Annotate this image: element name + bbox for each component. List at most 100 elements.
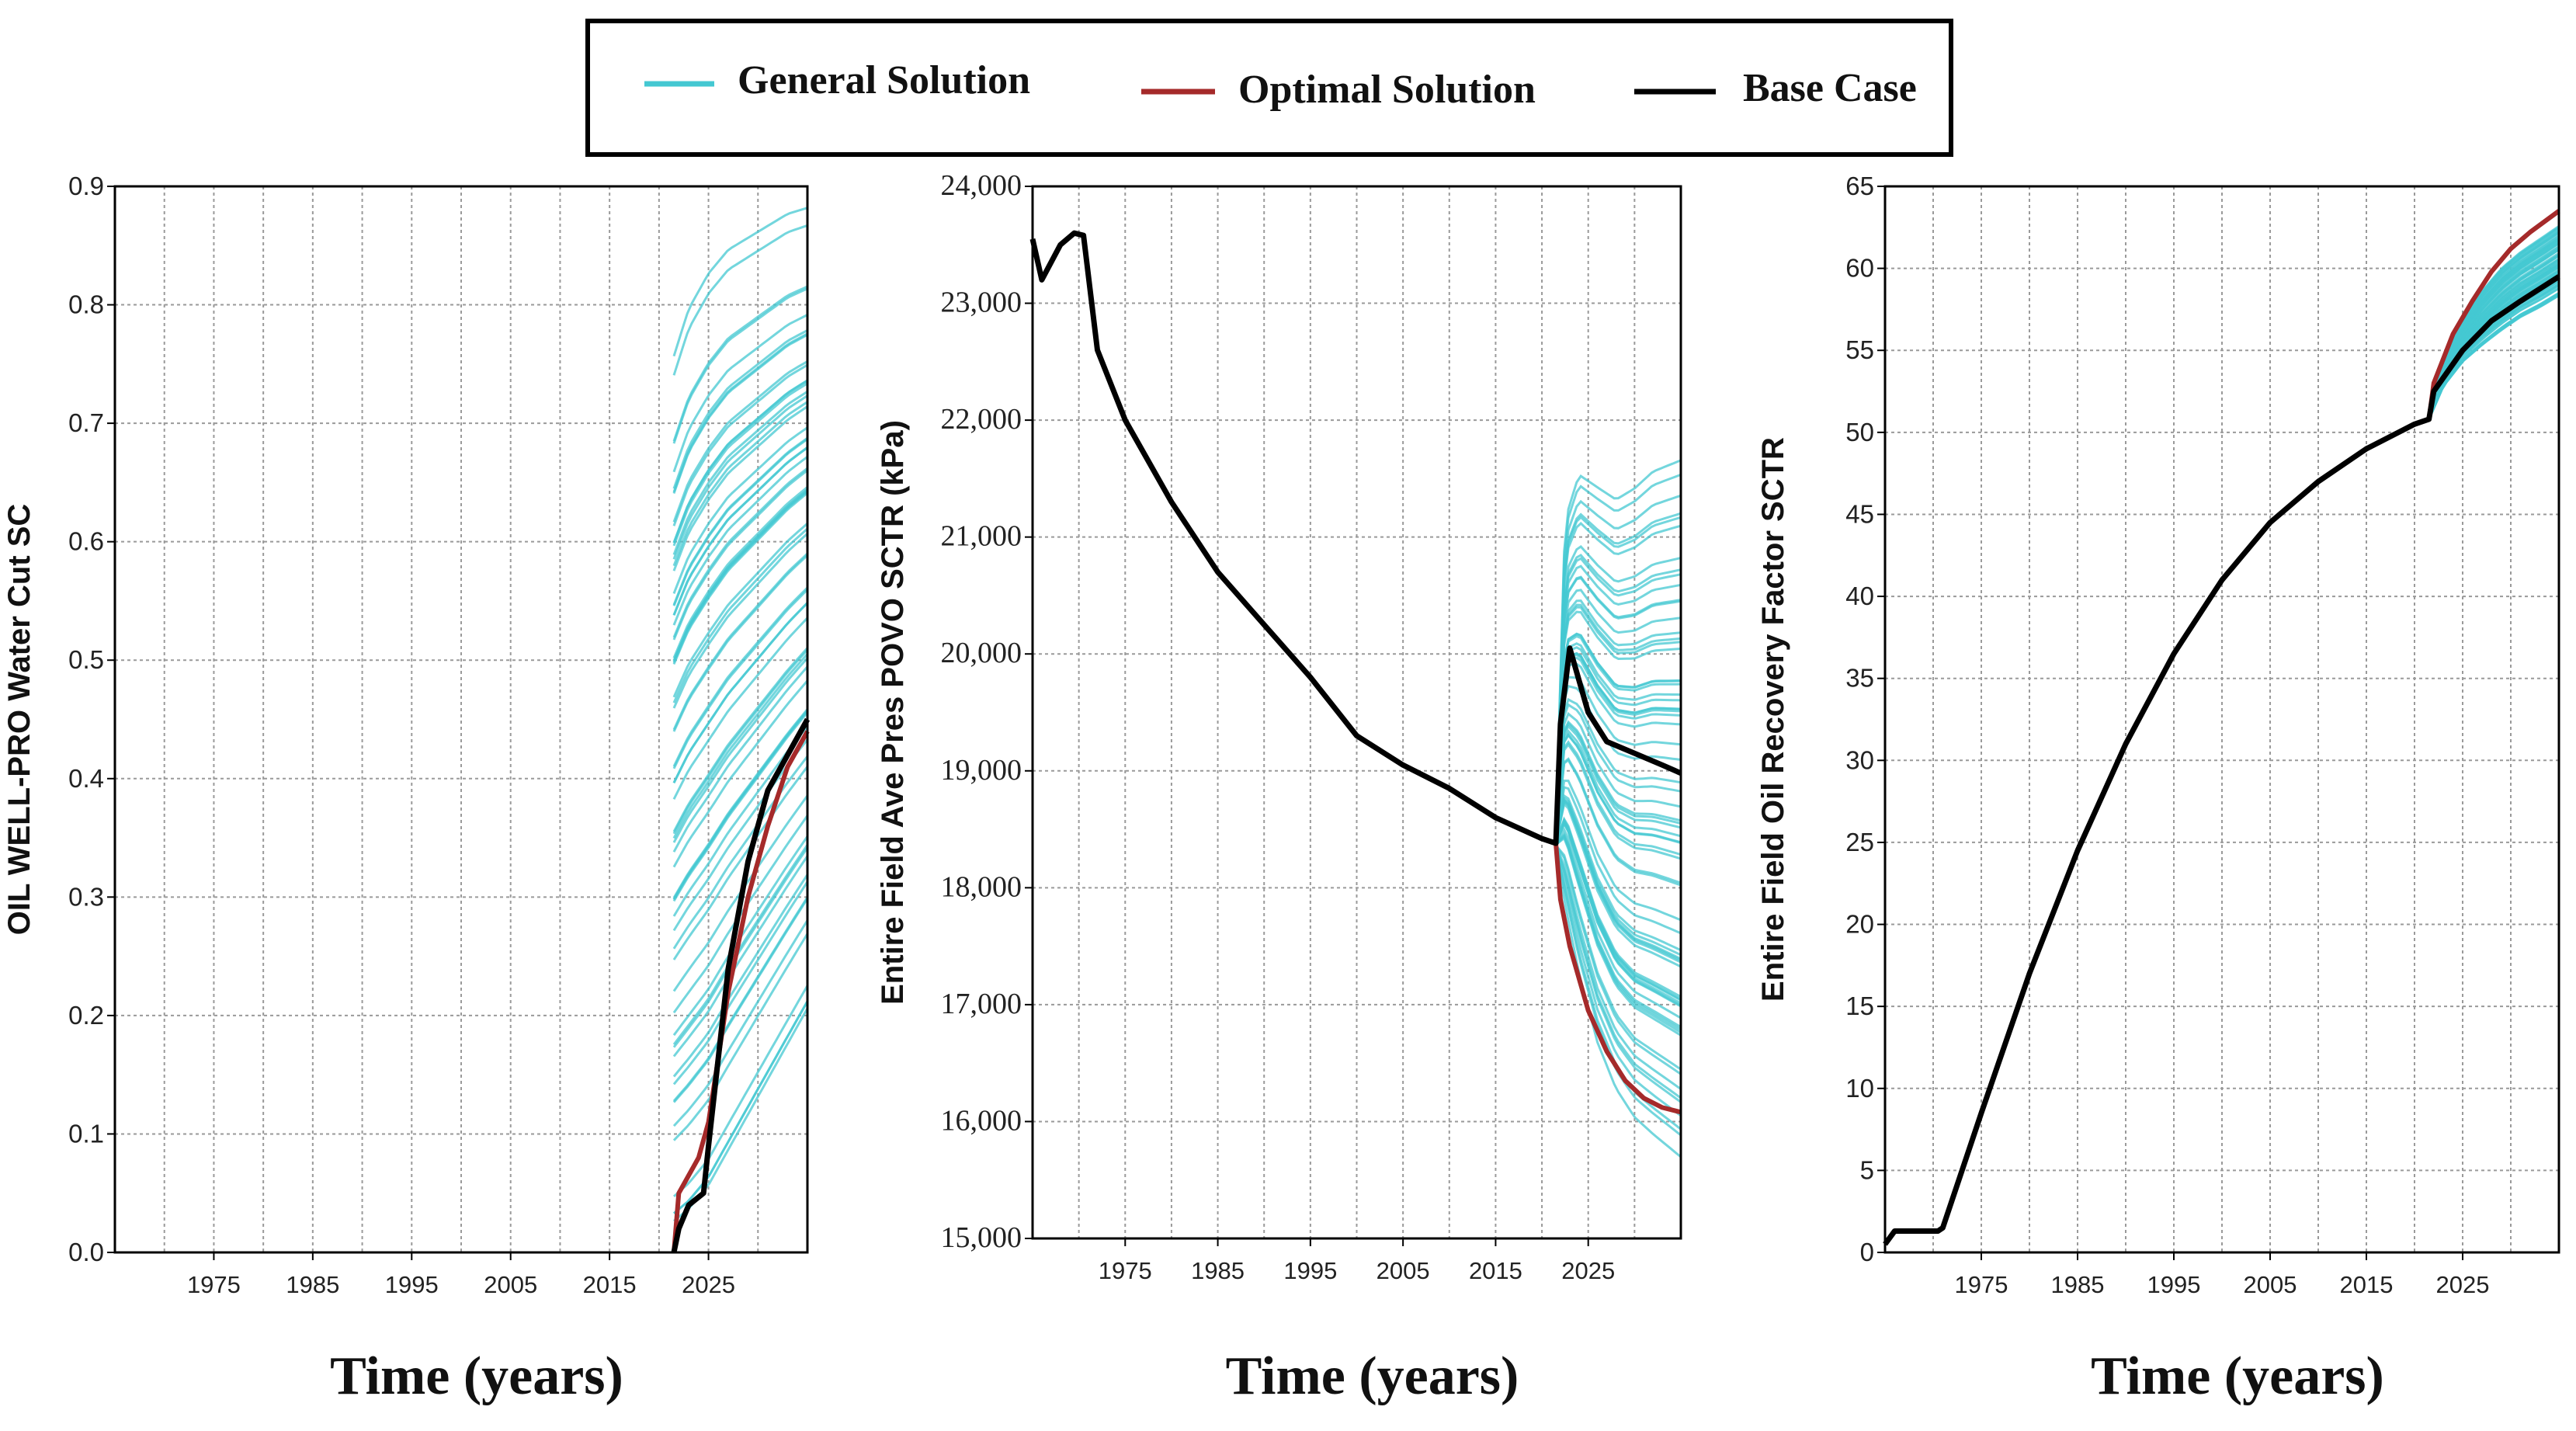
general-solution-line <box>672 766 809 960</box>
general-solution-line <box>1554 642 1682 839</box>
general-solution-line <box>1554 684 1682 841</box>
general-solution-line <box>1554 720 1682 842</box>
water-cut-x-tick-label: 1975 <box>187 1271 241 1298</box>
general-solution-line <box>1554 724 1682 842</box>
pressure-y-tick-label: 17,000 <box>941 988 1022 1020</box>
pressure-y-tick-label: 24,000 <box>941 169 1022 202</box>
base-case-line <box>671 717 811 1253</box>
pressure-x-tick-label: 2025 <box>1561 1257 1615 1284</box>
general-solution-line <box>1554 633 1681 839</box>
water-cut-general-solution-band <box>672 207 809 1222</box>
water-cut-plot-frame <box>113 185 809 1254</box>
general-solution-line <box>1554 821 1682 1008</box>
general-solution-line <box>2428 293 2560 420</box>
water-cut-grid <box>115 186 807 1253</box>
recovery-factor-x-tick-label: 1985 <box>2051 1271 2105 1298</box>
legend-box <box>585 19 1953 157</box>
pressure-y-tick-label: 16,000 <box>941 1104 1022 1137</box>
recovery-factor-x-tick-label: 2025 <box>2436 1271 2490 1298</box>
pressure-x-tick-label: 1985 <box>1191 1257 1245 1284</box>
general-solution-line <box>1554 634 1682 839</box>
water-cut-chart: 0.00.10.20.30.40.50.60.70.80.9 1975 1985 1… <box>2 172 811 1406</box>
general-solution-line <box>672 287 808 444</box>
recovery-factor-plot-frame <box>1883 185 2560 1254</box>
general-solution-line <box>1554 646 1682 839</box>
recovery-factor-y-tick-label: 65 <box>1845 172 1874 200</box>
general-solution-line <box>1554 845 1682 1103</box>
water-cut-y-tick-label: 0.4 <box>68 764 104 793</box>
recovery-factor-y-tick-label: 40 <box>1845 582 1874 610</box>
general-solution-line <box>2428 255 2560 420</box>
general-solution-line <box>672 446 808 616</box>
general-solution-line <box>1554 599 1682 839</box>
general-solution-line <box>672 617 809 800</box>
general-solution-line <box>1554 575 1682 838</box>
pressure-x-ticks: 1975 1985 1995 2005 2015 2025 <box>1099 1238 1615 1284</box>
water-cut-x-axis-label: Time (years) <box>330 1346 623 1406</box>
general-solution-line <box>672 648 809 835</box>
base-case-line <box>1883 274 2560 1246</box>
general-solution-line <box>672 880 809 1085</box>
general-solution-line <box>2428 247 2560 420</box>
recovery-factor-x-axis-label: Time (years) <box>2091 1346 2384 1406</box>
general-solution-line <box>672 533 809 709</box>
general-solution-line <box>1554 494 1682 836</box>
water-cut-y-tick-label: 0.9 <box>68 172 104 200</box>
general-solution-line <box>672 438 808 606</box>
general-solution-line <box>1554 846 1682 1117</box>
general-solution-line <box>1554 557 1682 838</box>
general-solution-line <box>672 469 808 641</box>
general-solution-line <box>672 679 809 868</box>
pressure-y-tick-label: 21,000 <box>941 520 1022 553</box>
general-solution-line <box>672 855 809 1058</box>
recovery-factor-y-tick-label: 20 <box>1845 910 1874 939</box>
general-solution-line <box>673 1000 809 1214</box>
general-solution-line <box>672 657 809 843</box>
recovery-factor-x-tick-label: 1975 <box>1955 1271 2008 1298</box>
general-solution-line <box>672 665 809 853</box>
general-solution-line <box>1554 797 1682 960</box>
general-solution-line <box>1554 473 1682 836</box>
water-cut-x-tick-label: 2005 <box>484 1271 537 1298</box>
general-solution-line <box>672 709 809 900</box>
general-solution-line <box>672 363 808 526</box>
water-cut-x-tick-label: 2015 <box>583 1271 637 1298</box>
general-solution-line <box>672 602 809 784</box>
pressure-y-ticks: 15,000 16,000 17,000 18,000 19,000 20,000 21,0… <box>941 169 1033 1254</box>
general-solution-line <box>672 333 808 495</box>
general-solution-line <box>672 844 809 1046</box>
general-solution-line <box>672 401 808 567</box>
general-solution-line <box>1554 697 1682 841</box>
general-solution-line <box>672 846 809 1048</box>
general-solution-line <box>672 527 809 703</box>
pressure-y-axis-label: Entire Field Ave Pres POVO SCTR (kPa) <box>876 420 910 1005</box>
pressure-y-tick-label: 20,000 <box>941 637 1022 669</box>
general-solution-line <box>1554 545 1682 837</box>
recovery-factor-y-tick-label: 15 <box>1845 992 1874 1020</box>
recovery-factor-y-tick-label: 25 <box>1845 828 1874 856</box>
recovery-factor-y-ticks: 0 5 10 15 20 25 30 35 40 45 50 55 60 65 <box>1845 172 1885 1266</box>
water-cut-x-tick-label: 2025 <box>682 1271 735 1298</box>
pressure-lines <box>1029 230 1682 1115</box>
water-cut-y-tick-label: 0.3 <box>68 882 104 911</box>
general-solution-line <box>672 207 808 357</box>
recovery-factor-lines <box>1883 209 2560 1246</box>
general-solution-line <box>2428 231 2560 420</box>
water-cut-y-axis-label: OIL WELL-PRO Water Cut SC <box>2 504 36 936</box>
recovery-factor-x-ticks: 1975 1985 1995 2005 2015 2025 <box>1955 1252 2490 1298</box>
general-solution-line <box>672 898 809 1103</box>
general-solution-line <box>1554 740 1682 856</box>
general-solution-line <box>672 488 808 662</box>
water-cut-y-tick-label: 0.0 <box>68 1238 104 1266</box>
general-solution-line <box>1554 522 1682 837</box>
pressure-x-tick-label: 2005 <box>1377 1257 1430 1284</box>
general-solution-line <box>1554 459 1682 835</box>
general-solution-line <box>1554 786 1682 935</box>
general-solution-line <box>672 552 809 731</box>
recovery-factor-y-tick-label: 0 <box>1860 1238 1874 1266</box>
general-solution-line <box>672 285 808 442</box>
recovery-factor-x-tick-label: 2015 <box>2340 1271 2394 1298</box>
pressure-x-axis-label: Time (years) <box>1226 1346 1519 1406</box>
